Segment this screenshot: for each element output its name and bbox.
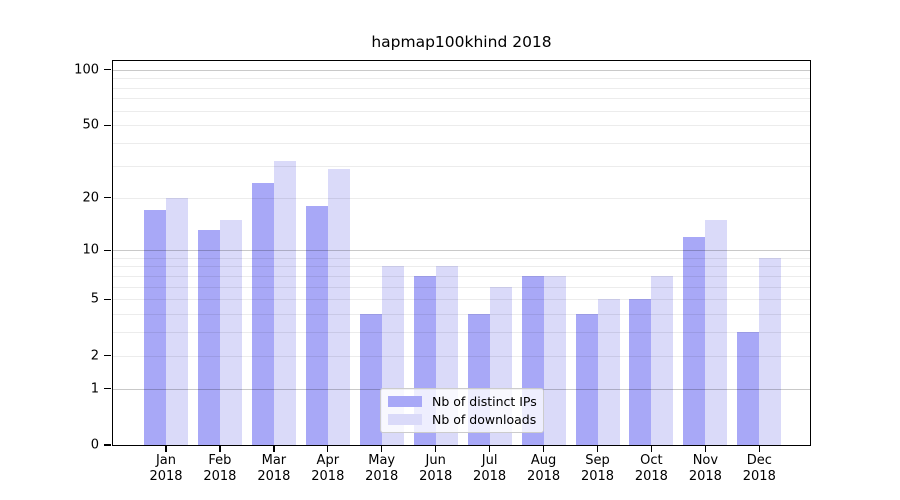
gridline-major: [113, 250, 810, 252]
x-tick-label-year: 2018: [688, 468, 722, 484]
gridline-minor: [113, 257, 810, 259]
bar-distinct-ips: [575, 314, 598, 445]
x-tick-mark: [327, 446, 329, 452]
x-tick-label: Aug 2018: [514, 453, 574, 484]
legend-swatch-distinct-ips: [388, 396, 422, 407]
bar-distinct-ips: [144, 210, 166, 445]
legend-item-downloads: Nb of downloads: [388, 412, 536, 427]
gridline-minor: [113, 286, 810, 288]
x-tick-label: Jul 2018: [460, 453, 520, 484]
gridline-minor: [113, 275, 810, 277]
gridline-minor: [113, 98, 810, 100]
x-tick-label-year: 2018: [149, 468, 183, 484]
bar-distinct-ips: [305, 205, 328, 445]
y-tick-mark: [104, 444, 111, 446]
x-tick-label-year: 2018: [634, 468, 668, 484]
y-tick-label: 2: [90, 348, 99, 364]
legend-label-downloads: Nb of downloads: [432, 412, 537, 427]
legend-label-distinct-ips: Nb of distinct IPs: [432, 394, 537, 409]
y-tick-mark: [104, 388, 111, 390]
y-tick-mark: [104, 249, 111, 251]
bar-downloads: [651, 275, 674, 445]
x-tick-mark: [650, 446, 653, 452]
bar-downloads: [543, 275, 566, 445]
y-tick-mark: [104, 69, 111, 71]
bar-downloads: [705, 219, 728, 445]
x-tick-mark: [381, 446, 383, 452]
bar-distinct-ips: [359, 314, 382, 445]
y-tick-label: 1: [90, 381, 99, 397]
chart-title: hapmap100khind 2018: [371, 33, 552, 51]
gridline-minor: [113, 314, 810, 316]
gridline-minor: [113, 165, 810, 167]
x-tick-label: Oct 2018: [621, 453, 681, 484]
x-tick-label: Sep 2018: [568, 453, 628, 484]
gridline-minor: [113, 87, 810, 89]
x-tick-label: Dec 2018: [729, 453, 789, 484]
x-tick-mark: [596, 446, 599, 452]
y-tick-label: 50: [82, 117, 99, 133]
plot-area: Nb of distinct IPs Nb of downloads 0 1 2 5 1…: [74, 60, 811, 484]
gridline-minor: [113, 355, 810, 357]
gridline-minor: [113, 332, 810, 334]
x-tick-label: Mar 2018: [244, 453, 304, 484]
bar-distinct-ips: [683, 236, 706, 445]
x-tick-label-year: 2018: [742, 468, 776, 484]
bar-downloads: [597, 299, 620, 445]
gridline-minor: [113, 143, 810, 145]
x-tick-mark: [273, 446, 275, 452]
x-tick-label-year: 2018: [527, 468, 561, 484]
y-tick-mark: [104, 196, 111, 199]
y-tick-label: 20: [82, 190, 99, 205]
x-tick-label-year: 2018: [311, 468, 345, 484]
bar-downloads: [327, 168, 350, 445]
gridline-minor: [113, 299, 810, 301]
gridline-minor: [113, 110, 810, 112]
y-tick-label: 0: [90, 437, 99, 453]
y-tick-label: 100: [74, 62, 99, 78]
x-tick-label: Jun 2018: [406, 453, 466, 484]
x-tick-label-year: 2018: [257, 468, 291, 484]
legend-swatch-downloads: [388, 414, 422, 425]
x-tick-mark: [758, 446, 760, 452]
x-tick-mark: [165, 446, 167, 452]
x-tick-label-year: 2018: [203, 468, 237, 484]
legend-item-distinct-ips: Nb of distinct IPs: [388, 394, 537, 409]
x-tick-mark: [489, 446, 491, 452]
x-tick-label-year: 2018: [580, 468, 615, 484]
x-tick-label: Nov 2018: [675, 453, 735, 484]
bar-downloads: [273, 160, 296, 445]
y-tick-mark: [104, 298, 111, 300]
bar-downloads: [219, 219, 242, 445]
x-tick-label-year: 2018: [419, 468, 453, 484]
x-tick-mark: [219, 446, 221, 452]
x-tick-label: Apr 2018: [298, 453, 358, 484]
x-tick-label-year: 2018: [473, 468, 507, 484]
legend: Nb of distinct IPs Nb of downloads: [380, 388, 544, 433]
bar-downloads: [759, 257, 782, 445]
x-tick-label: Jan 2018: [136, 453, 196, 484]
x-tick-mark: [543, 446, 545, 452]
gridline-minor: [113, 266, 810, 268]
gridline-minor: [113, 78, 810, 80]
y-tick-mark: [104, 124, 111, 126]
x-tick-mark: [704, 446, 707, 452]
gridline-minor: [113, 197, 810, 199]
x-tick-label: Feb 2018: [190, 453, 250, 484]
x-tick-label: May 2018: [352, 453, 412, 484]
bar-distinct-ips: [737, 332, 760, 445]
bar-distinct-ips: [251, 183, 274, 445]
y-tick-label: 10: [82, 242, 99, 258]
y-tick-mark: [104, 355, 111, 357]
x-tick-label-year: 2018: [365, 468, 399, 484]
gridline-major: [113, 69, 810, 71]
bar-downloads: [166, 197, 188, 445]
bar-distinct-ips: [629, 299, 652, 445]
x-tick-mark: [435, 446, 437, 452]
gridline-minor: [113, 125, 810, 127]
y-tick-label: 5: [90, 291, 99, 307]
bar-distinct-ips: [197, 230, 220, 445]
